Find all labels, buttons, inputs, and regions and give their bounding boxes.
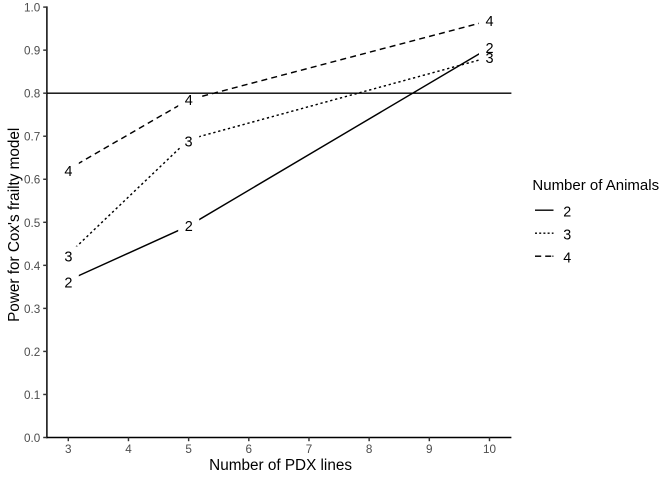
svg-text:0.0: 0.0 — [24, 432, 41, 445]
svg-text:Number of PDX lines: Number of PDX lines — [209, 457, 352, 474]
svg-text:9: 9 — [426, 443, 433, 456]
svg-text:2: 2 — [185, 219, 193, 235]
svg-text:4: 4 — [485, 14, 493, 30]
svg-text:0.9: 0.9 — [24, 45, 40, 58]
svg-text:0.7: 0.7 — [24, 131, 40, 144]
svg-text:2: 2 — [563, 205, 571, 221]
svg-text:Number of Animals: Number of Animals — [532, 177, 659, 194]
svg-text:10: 10 — [483, 443, 497, 456]
svg-text:4: 4 — [125, 443, 132, 456]
svg-text:0.3: 0.3 — [24, 303, 40, 316]
svg-text:4: 4 — [185, 93, 193, 109]
svg-text:5: 5 — [185, 443, 192, 456]
svg-text:4: 4 — [563, 251, 571, 267]
svg-text:7: 7 — [306, 443, 313, 456]
svg-text:3: 3 — [64, 249, 72, 265]
svg-text:2: 2 — [64, 275, 72, 291]
svg-text:1.0: 1.0 — [24, 2, 41, 15]
svg-text:0.1: 0.1 — [24, 389, 40, 402]
svg-text:2: 2 — [485, 41, 493, 57]
svg-text:Power for Cox's frailty model: Power for Cox's frailty model — [6, 128, 23, 322]
svg-text:0.5: 0.5 — [24, 217, 41, 230]
svg-text:0.2: 0.2 — [24, 346, 40, 359]
svg-text:6: 6 — [246, 443, 253, 456]
svg-text:0.6: 0.6 — [24, 174, 40, 187]
svg-text:3: 3 — [485, 51, 493, 67]
svg-text:3: 3 — [65, 443, 72, 456]
svg-text:3: 3 — [185, 134, 193, 150]
svg-text:4: 4 — [64, 164, 72, 180]
svg-text:8: 8 — [366, 443, 373, 456]
svg-text:3: 3 — [563, 228, 571, 244]
svg-text:0.4: 0.4 — [24, 260, 41, 273]
svg-text:0.8: 0.8 — [24, 88, 40, 101]
